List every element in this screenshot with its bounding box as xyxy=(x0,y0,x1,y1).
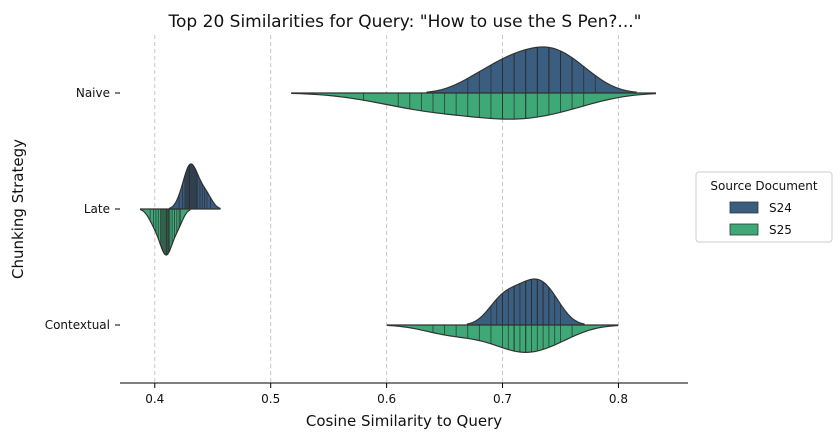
x-tick-label: 0.8 xyxy=(609,392,628,406)
x-tick-label: 0.6 xyxy=(377,392,396,406)
legend-label-s24: S24 xyxy=(769,201,792,215)
legend: Source Document S24 S25 xyxy=(695,171,833,243)
x-tick-label: 0.5 xyxy=(261,392,280,406)
y-tick-label: Naive xyxy=(76,86,110,100)
violin-half-s24-late xyxy=(168,163,221,210)
y-axis-label: Chunking Strategy xyxy=(9,139,27,279)
violin-plots xyxy=(140,46,657,353)
violin-half-s25-naive xyxy=(291,92,657,120)
chart-title: Top 20 Similarities for Query: "How to u… xyxy=(168,12,642,32)
y-tick-label: Contextual xyxy=(45,318,110,332)
legend-swatch-s25 xyxy=(729,223,759,236)
x-tick-label: 0.4 xyxy=(145,392,164,406)
x-tick-label: 0.7 xyxy=(493,392,512,406)
violin-half-s24-naive xyxy=(426,46,637,94)
legend-title: Source Document xyxy=(710,179,817,193)
legend-swatch-s24 xyxy=(729,201,759,214)
x-axis-label: Cosine Similarity to Query xyxy=(306,412,502,430)
legend-label-s25: S25 xyxy=(769,223,792,237)
y-tick-label: Late xyxy=(84,202,110,216)
axes: 0.4 0.5 0.6 0.7 0.8 Naive Late Contextual xyxy=(45,86,688,406)
